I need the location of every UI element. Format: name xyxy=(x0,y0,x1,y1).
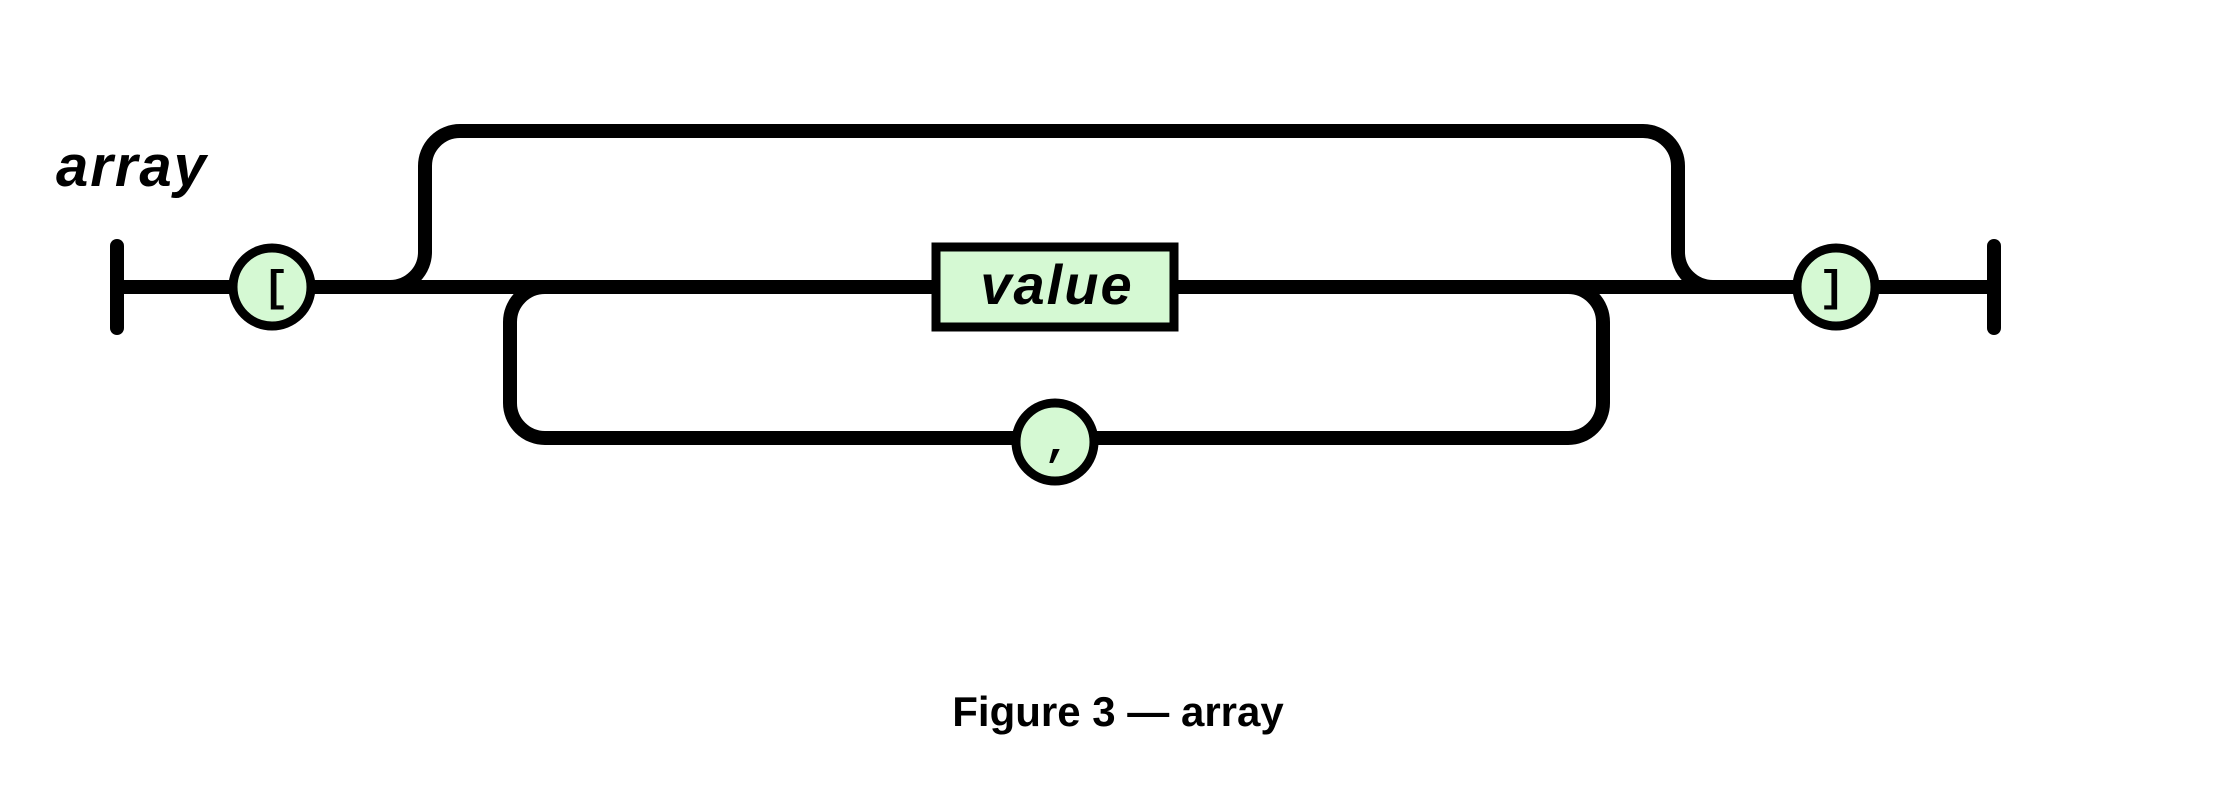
open-bracket-label: [ xyxy=(263,265,289,315)
figure-caption: Figure 3 — array xyxy=(952,688,1284,735)
comma-circle xyxy=(1011,398,1099,486)
empty-array-bypass-track xyxy=(383,124,1720,294)
close-bracket-terminal: ] xyxy=(1792,243,1880,331)
close-bracket-circle xyxy=(1792,243,1880,331)
comma-terminal: , xyxy=(1011,398,1099,486)
open-bracket-terminal: [ xyxy=(228,243,316,331)
close-bracket-label: ] xyxy=(1819,265,1845,315)
value-nonterminal: value xyxy=(931,242,1179,332)
comma-label: , xyxy=(1044,420,1070,470)
value-label: value xyxy=(980,253,1133,316)
open-bracket-circle xyxy=(228,243,316,331)
value-box xyxy=(931,242,1179,332)
diagram-title: array xyxy=(56,134,209,199)
